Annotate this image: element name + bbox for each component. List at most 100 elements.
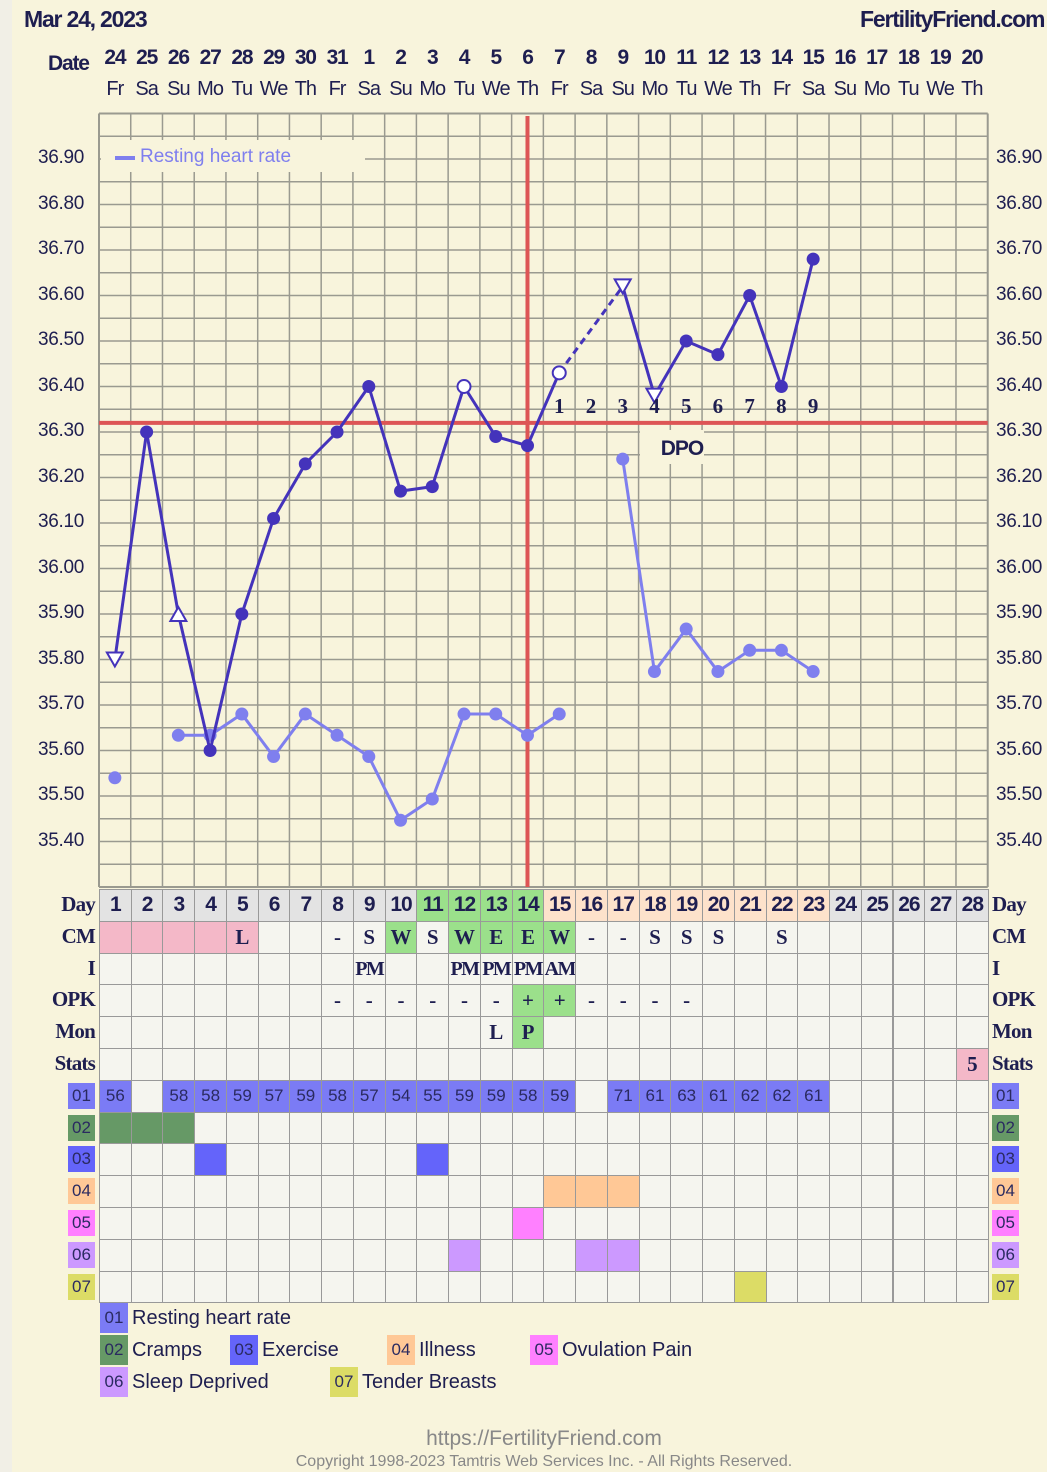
opk-cell[interactable] <box>130 984 164 1018</box>
opk-cell[interactable] <box>955 984 989 1018</box>
mon-cell[interactable] <box>702 1016 735 1049</box>
i-cell[interactable] <box>860 952 894 986</box>
code-05-cell[interactable] <box>130 1207 164 1240</box>
code-06-cell[interactable] <box>955 1238 989 1272</box>
i-cell[interactable] <box>797 952 830 986</box>
code-05-cell[interactable] <box>670 1207 704 1240</box>
code-03-cell[interactable] <box>892 1143 926 1177</box>
code-03-cell[interactable] <box>511 1143 545 1177</box>
stats-cell[interactable] <box>606 1048 640 1081</box>
code-03-cell[interactable] <box>829 1143 862 1177</box>
code-06-cell[interactable] <box>384 1238 418 1272</box>
code-04-cell[interactable] <box>130 1175 164 1208</box>
code-05-cell[interactable] <box>924 1207 957 1240</box>
code-01-cell[interactable]: 71 <box>606 1079 640 1113</box>
opk-cell[interactable]: + <box>511 984 545 1018</box>
cm-cell[interactable]: S <box>702 920 735 954</box>
code-01-cell[interactable]: 58 <box>321 1079 354 1113</box>
i-cell[interactable] <box>702 952 735 986</box>
opk-cell[interactable] <box>289 984 323 1018</box>
cm-cell[interactable]: S <box>638 920 672 954</box>
cm-cell[interactable] <box>829 920 862 954</box>
code-02-cell[interactable] <box>670 1111 704 1145</box>
code-05-cell[interactable] <box>702 1207 735 1240</box>
code-05-cell[interactable] <box>638 1207 672 1240</box>
stats-cell[interactable] <box>829 1048 862 1081</box>
opk-cell[interactable]: - <box>352 984 386 1018</box>
stats-cell[interactable] <box>702 1048 735 1081</box>
stats-cell[interactable] <box>543 1048 577 1081</box>
code-07-cell[interactable] <box>479 1270 513 1304</box>
opk-cell[interactable] <box>702 984 735 1018</box>
opk-cell[interactable] <box>99 984 132 1018</box>
cm-cell[interactable]: S <box>416 920 450 954</box>
opk-cell[interactable]: - <box>638 984 672 1018</box>
code-03-cell[interactable] <box>955 1143 989 1177</box>
opk-cell[interactable] <box>765 984 799 1018</box>
cm-cell[interactable]: - <box>606 920 640 954</box>
code-03-cell[interactable] <box>384 1143 418 1177</box>
code-03-cell[interactable] <box>638 1143 672 1177</box>
code-04-cell[interactable] <box>797 1175 830 1208</box>
code-02-cell[interactable] <box>765 1111 799 1145</box>
code-03-cell[interactable] <box>130 1143 164 1177</box>
cm-cell[interactable] <box>257 920 291 954</box>
opk-cell[interactable] <box>225 984 259 1018</box>
code-01-cell[interactable]: 62 <box>765 1079 799 1113</box>
code-03-cell[interactable] <box>257 1143 291 1177</box>
mon-cell[interactable] <box>892 1016 926 1049</box>
code-02-cell[interactable] <box>638 1111 672 1145</box>
code-05-cell[interactable] <box>99 1207 132 1240</box>
code-07-cell[interactable] <box>99 1270 132 1304</box>
code-04-cell[interactable] <box>511 1175 545 1208</box>
code-05-cell[interactable] <box>225 1207 259 1240</box>
code-02-cell[interactable] <box>162 1111 196 1145</box>
code-01-cell[interactable] <box>860 1079 894 1113</box>
code-02-cell[interactable] <box>606 1111 640 1145</box>
opk-cell[interactable]: - <box>479 984 513 1018</box>
code-01-cell[interactable]: 61 <box>797 1079 830 1113</box>
mon-cell[interactable] <box>448 1016 481 1049</box>
code-05-cell[interactable] <box>194 1207 227 1240</box>
code-06-cell[interactable] <box>892 1238 926 1272</box>
code-06-cell[interactable] <box>670 1238 704 1272</box>
cm-cell[interactable]: E <box>479 920 513 954</box>
code-05-cell[interactable] <box>797 1207 830 1240</box>
code-02-cell[interactable] <box>733 1111 767 1145</box>
code-04-cell[interactable] <box>384 1175 418 1208</box>
code-05-cell[interactable] <box>162 1207 196 1240</box>
code-02-cell[interactable] <box>99 1111 132 1145</box>
code-05-cell[interactable] <box>892 1207 926 1240</box>
code-03-cell[interactable] <box>765 1143 799 1177</box>
code-01-cell[interactable]: 57 <box>352 1079 386 1113</box>
code-07-cell[interactable] <box>765 1270 799 1304</box>
i-cell[interactable] <box>892 952 926 986</box>
stats-cell[interactable] <box>289 1048 323 1081</box>
cm-cell[interactable] <box>797 920 830 954</box>
code-02-cell[interactable] <box>955 1111 989 1145</box>
code-05-cell[interactable] <box>829 1207 862 1240</box>
code-07-cell[interactable] <box>511 1270 545 1304</box>
code-06-cell[interactable] <box>733 1238 767 1272</box>
code-01-cell[interactable] <box>924 1079 957 1113</box>
code-01-cell[interactable]: 58 <box>194 1079 227 1113</box>
code-03-cell[interactable] <box>924 1143 957 1177</box>
brand-logo[interactable]: FertilityFriend.com <box>860 6 1045 32</box>
code-07-cell[interactable] <box>448 1270 481 1304</box>
code-07-cell[interactable] <box>225 1270 259 1304</box>
opk-cell[interactable] <box>194 984 227 1018</box>
code-05-cell[interactable] <box>765 1207 799 1240</box>
code-06-cell[interactable] <box>194 1238 227 1272</box>
code-02-cell[interactable] <box>352 1111 386 1145</box>
cm-cell[interactable] <box>892 920 926 954</box>
code-03-cell[interactable] <box>575 1143 608 1177</box>
mon-cell[interactable] <box>194 1016 227 1049</box>
cm-cell[interactable] <box>733 920 767 954</box>
opk-cell[interactable]: - <box>448 984 481 1018</box>
code-07-cell[interactable] <box>321 1270 354 1304</box>
code-03-cell[interactable] <box>670 1143 704 1177</box>
code-03-cell[interactable] <box>194 1143 227 1177</box>
opk-cell[interactable] <box>257 984 291 1018</box>
code-06-cell[interactable] <box>924 1238 957 1272</box>
opk-cell[interactable]: - <box>606 984 640 1018</box>
